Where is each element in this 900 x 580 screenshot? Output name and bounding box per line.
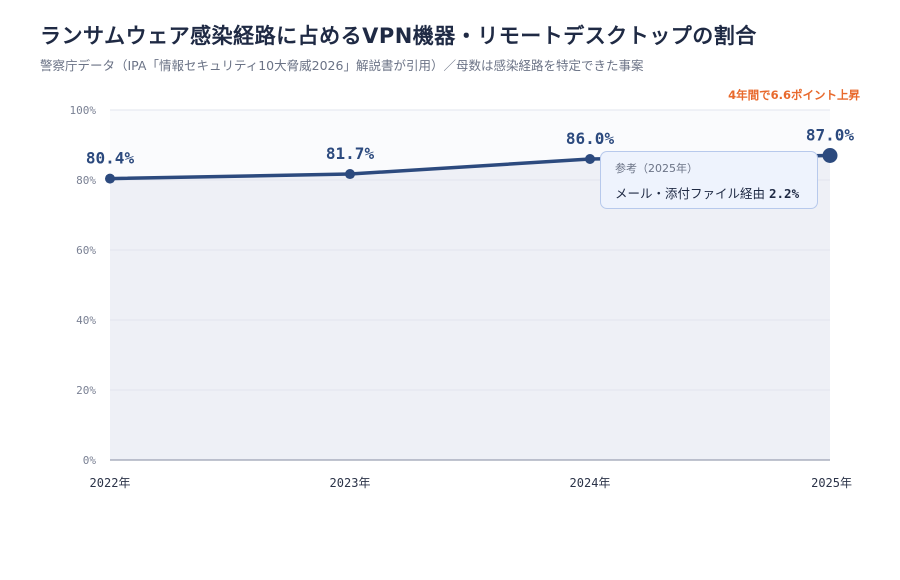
data-label: 81.7% [326, 144, 375, 163]
callout-value: 2.2% [769, 186, 800, 201]
data-point [822, 148, 838, 163]
data-point [345, 169, 355, 180]
x-axis: 2022年 2023年 2024年 2025年 [90, 459, 852, 490]
data-labels: 80.4% 81.7% 86.0% 87.0% [86, 126, 854, 168]
area-fill [110, 155, 830, 460]
callout-body: メール・添付ファイル経由 2.2% [615, 183, 803, 202]
callout-label: メール・添付ファイル経由 [615, 186, 766, 201]
data-point [585, 154, 595, 164]
data-label: 87.0% [806, 126, 855, 145]
data-label: 86.0% [566, 129, 615, 148]
chart-title: ランサムウェア感染経路に占めるVPN機器・リモートデスクトップの割合 [40, 24, 757, 48]
y-tick-label: 0% [83, 454, 97, 467]
y-tick-label: 20% [76, 384, 96, 397]
y-tick-label: 40% [76, 314, 96, 327]
y-tick-label: 80% [76, 174, 96, 187]
trend-annotation: 4年間で6.6ポイント上昇 [728, 88, 860, 102]
x-tick-label: 2022年 [90, 476, 131, 490]
y-tick-label: 60% [76, 244, 96, 257]
callout-title: 参考（2025年） [615, 162, 698, 175]
data-label: 80.4% [86, 149, 135, 168]
chart-subtitle: 警察庁データ（IPA「情報セキュリティ10大脅威2026」解説書が引用）／母数は… [40, 58, 644, 73]
y-tick-label: 100% [70, 104, 97, 117]
data-point [105, 173, 115, 184]
x-tick-label: 2023年 [330, 476, 371, 490]
y-axis: 0% 20% 40% 60% 80% 100% [70, 104, 97, 467]
reference-callout: 参考（2025年） メール・添付ファイル経由 2.2% [600, 151, 818, 209]
x-tick-label: 2024年 [570, 476, 611, 490]
x-tick-label: 2025年 [811, 476, 852, 490]
